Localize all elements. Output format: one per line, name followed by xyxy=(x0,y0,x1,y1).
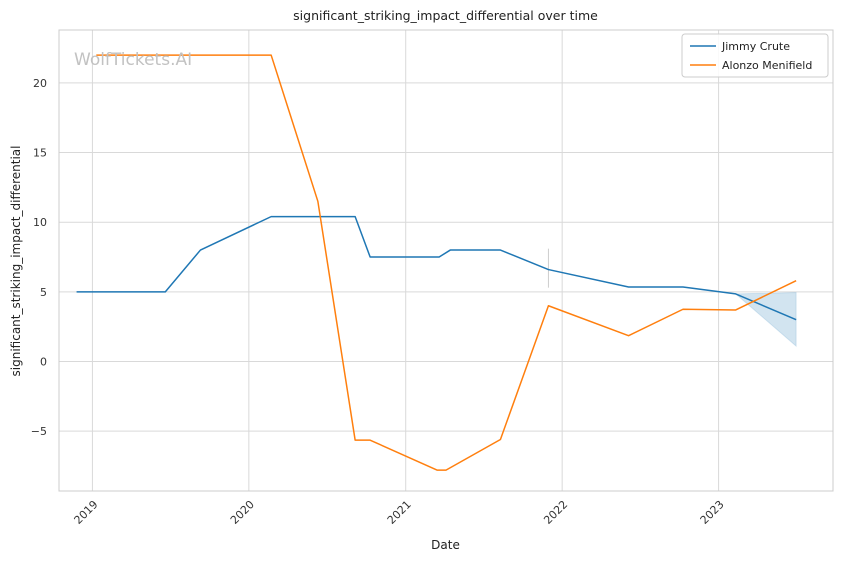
x-tick-label: 2022 xyxy=(541,498,570,527)
y-tick-label: 5 xyxy=(40,286,47,299)
x-tick-labels: 2019 2020 2021 2022 2023 xyxy=(72,498,727,527)
grid xyxy=(59,30,833,491)
y-tick-label: 15 xyxy=(33,147,47,160)
series-line-jimmy-crute xyxy=(76,215,797,321)
x-tick-label: 2021 xyxy=(385,498,414,527)
y-axis-title: significant_striking_impact_differential xyxy=(9,146,23,377)
legend: Jimmy Crute Alonzo Menifield xyxy=(681,33,829,78)
series-line-alonzo-menifield xyxy=(96,54,797,471)
series-lines xyxy=(76,54,797,471)
chart-title: significant_striking_impact_differential… xyxy=(293,8,598,23)
y-tick-label: −5 xyxy=(31,425,47,438)
y-tick-label: 20 xyxy=(33,77,47,90)
legend-box xyxy=(681,33,829,78)
confidence-band-0 xyxy=(734,292,797,348)
x-axis-title: Date xyxy=(431,538,460,552)
confidence-bands xyxy=(734,292,797,348)
x-tick-label: 2023 xyxy=(698,498,727,527)
y-tick-label: 10 xyxy=(33,216,47,229)
watermark-text: WolfTickets.AI xyxy=(74,50,192,70)
y-tick-labels: −5 0 5 10 15 20 xyxy=(31,77,47,438)
x-tick-label: 2020 xyxy=(228,498,257,527)
legend-label-jimmy-crute: Jimmy Crute xyxy=(721,40,790,53)
plot-frame xyxy=(58,29,834,492)
x-tick-label: 2019 xyxy=(72,498,101,527)
legend-label-alonzo-menifield: Alonzo Menifield xyxy=(722,59,812,72)
y-tick-label: 0 xyxy=(40,355,47,368)
